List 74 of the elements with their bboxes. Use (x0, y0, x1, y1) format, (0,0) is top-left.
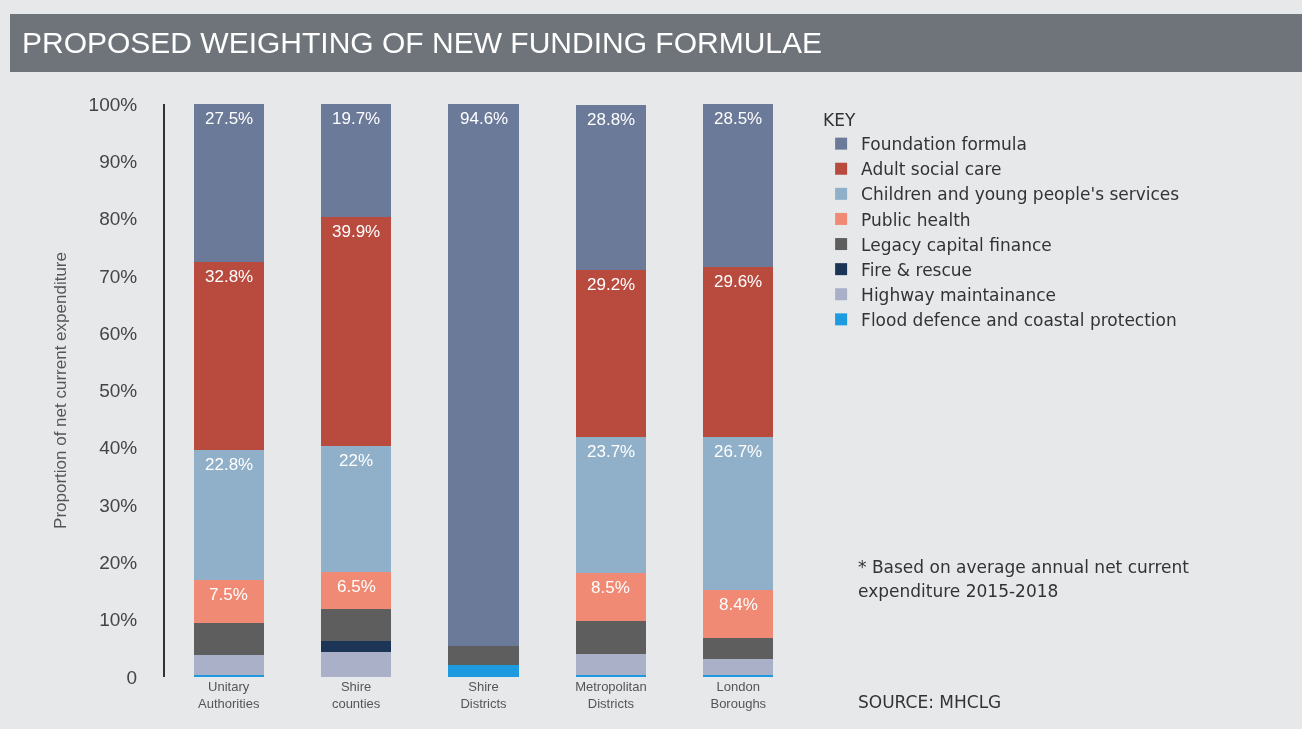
y-tick-label: 20% (99, 552, 138, 574)
data-label: 6.5% (337, 577, 376, 596)
y-tick-label: 40% (99, 437, 138, 459)
bar (321, 445, 392, 572)
legend-title: KEY (823, 110, 856, 131)
bar (321, 608, 392, 641)
legend-label: Public health (861, 209, 971, 230)
data-label: 23.7% (587, 442, 636, 461)
source-note: SOURCE: MHCLG (858, 691, 1003, 714)
bar (575, 572, 646, 622)
bar (575, 269, 646, 437)
bar (193, 449, 264, 581)
y-tick-label: 10% (99, 609, 138, 631)
bar (448, 664, 519, 677)
bar (193, 261, 264, 450)
bar (448, 646, 519, 665)
bar (575, 653, 646, 676)
x-tick-label: Unitary Authorities (197, 679, 260, 711)
data-label: 8.4% (719, 595, 758, 614)
y-tick-label: 30% (99, 494, 138, 516)
legend-label: Legacy capital finance (861, 234, 1052, 255)
data-label: 29.6% (714, 272, 763, 291)
data-label: 7.5% (209, 585, 248, 604)
data-label: 32.8% (205, 267, 254, 286)
data-label: 27.5% (205, 109, 254, 128)
legend-label: Flood defence and coastal protection (861, 309, 1177, 330)
data-label: 22% (339, 451, 374, 470)
x-tick-label: Shire counties (331, 679, 381, 711)
bar (193, 623, 264, 656)
bar (703, 589, 774, 639)
bar (703, 436, 774, 590)
y-tick-label: 50% (99, 380, 138, 402)
data-label: 39.9% (332, 222, 381, 241)
data-label: 19.7% (332, 109, 381, 128)
chart-title: PROPOSED WEIGHTING OF NEW FUNDING FORMULAE (10, 14, 1302, 72)
bar (321, 216, 392, 446)
y-tick-label: 70% (99, 265, 138, 287)
bar (703, 104, 774, 268)
x-tick-label: Metropolitan Districts (575, 679, 647, 711)
y-axis-title: Proportion of net current expenditure (50, 252, 70, 529)
x-tick-label: Shire Districts (460, 679, 508, 711)
data-label: 22.8% (205, 455, 254, 474)
bar (321, 104, 392, 217)
data-label: 26.7% (714, 442, 763, 461)
bar (703, 659, 774, 676)
bar (193, 104, 264, 262)
y-tick-label: 0 (126, 666, 138, 688)
data-label: 8.5% (591, 578, 630, 597)
data-label: 29.2% (587, 275, 636, 294)
bar (321, 571, 392, 609)
bar (575, 621, 646, 654)
bar (193, 655, 264, 676)
bar (575, 104, 646, 270)
bar (448, 104, 519, 647)
bar (703, 638, 774, 660)
text: * Based on average annual net current expenditure 2015-2018 (858, 556, 1190, 603)
bar (703, 267, 774, 437)
legend-label: Foundation formula (861, 134, 1027, 155)
data-label: 94.6% (460, 109, 509, 128)
data-label: 28.5% (714, 109, 763, 128)
bar (321, 651, 392, 677)
bar (193, 580, 264, 624)
x-tick-label: London Boroughs (710, 679, 767, 711)
legend-label: Children and young people's services (861, 184, 1180, 205)
bar (321, 640, 392, 652)
legend-label: Adult social care (861, 159, 1002, 180)
data-label: 28.8% (587, 110, 636, 129)
y-tick-label: 80% (99, 208, 138, 230)
y-tick-label: 60% (99, 322, 138, 344)
y-tick-label: 100% (88, 93, 138, 115)
bar (575, 436, 646, 573)
legend-label: Highway maintainance (861, 284, 1057, 305)
legend-label: Fire & rescue (861, 259, 973, 280)
y-tick-label: 90% (99, 150, 138, 172)
